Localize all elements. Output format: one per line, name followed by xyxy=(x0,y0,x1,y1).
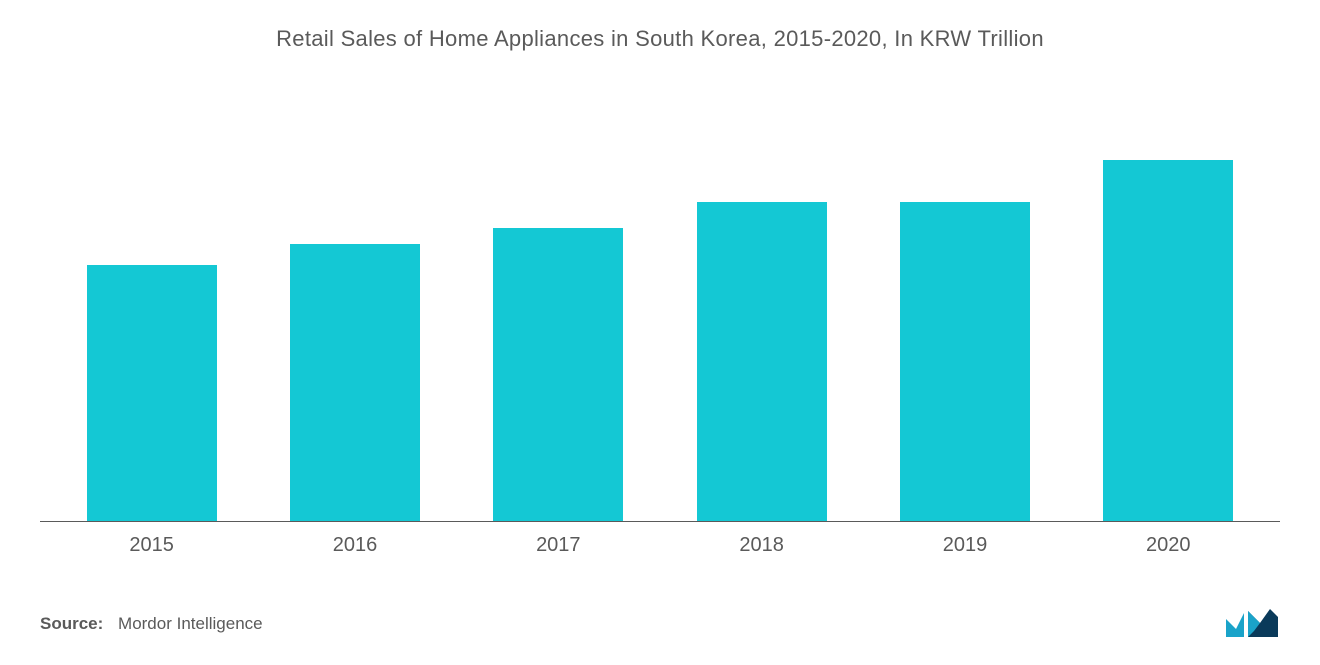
x-axis-line xyxy=(40,521,1280,522)
bar-2020 xyxy=(1103,160,1233,522)
source-label: Source: xyxy=(40,614,103,633)
bar-2019 xyxy=(900,202,1030,522)
bar-slot: 2018 xyxy=(660,102,863,522)
bar-2016 xyxy=(290,244,420,522)
bar-2017 xyxy=(493,228,623,522)
x-tick-label: 2015 xyxy=(129,534,174,557)
bar-slot: 2019 xyxy=(863,102,1066,522)
bar-slot: 2016 xyxy=(253,102,456,522)
source-citation: Source: Mordor Intelligence xyxy=(40,614,263,634)
x-tick-label: 2017 xyxy=(536,534,581,557)
bar-slot: 2015 xyxy=(50,102,253,522)
footer: Source: Mordor Intelligence xyxy=(40,607,1280,641)
bar-2018 xyxy=(697,202,827,522)
bar-2015 xyxy=(87,265,217,522)
bar-slot: 2020 xyxy=(1067,102,1270,522)
bars-container: 2015 2016 2017 2018 2019 2020 xyxy=(40,102,1280,522)
bar-slot: 2017 xyxy=(457,102,660,522)
x-tick-label: 2020 xyxy=(1146,534,1191,557)
x-tick-label: 2018 xyxy=(739,534,784,557)
x-tick-label: 2016 xyxy=(333,534,378,557)
plot-area: 2015 2016 2017 2018 2019 2020 xyxy=(40,102,1280,562)
chart-title: Retail Sales of Home Appliances in South… xyxy=(40,26,1280,52)
source-value: Mordor Intelligence xyxy=(118,614,263,633)
x-tick-label: 2019 xyxy=(943,534,988,557)
mordor-logo-icon xyxy=(1224,607,1280,641)
